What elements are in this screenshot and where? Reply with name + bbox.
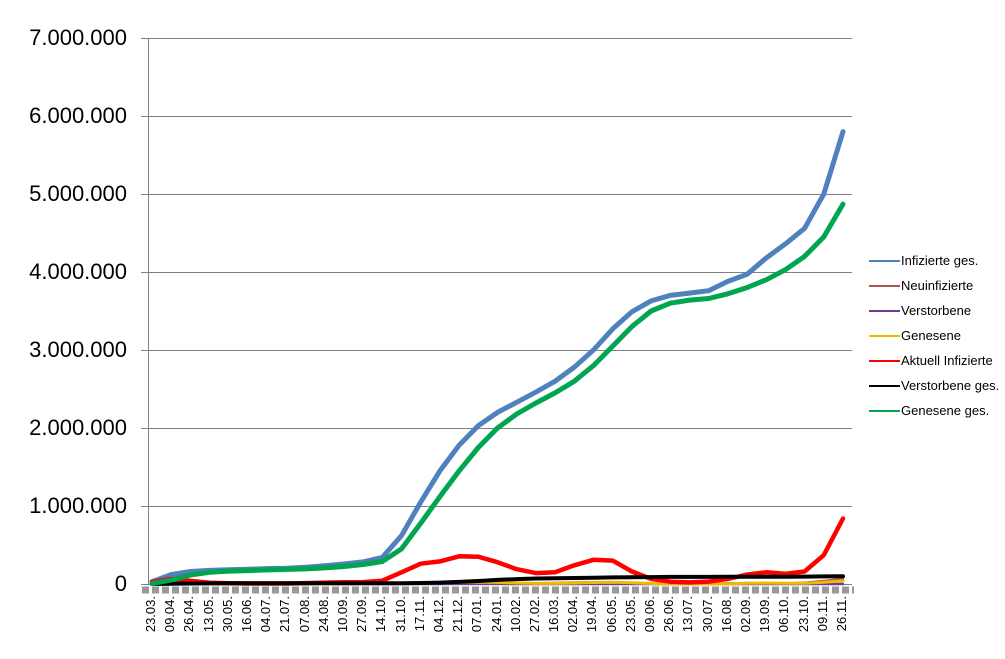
x-axis-label: 16.08. [718, 596, 734, 633]
x-axis-label: 02.09. [738, 596, 754, 633]
legend-item: Verstorbene ges. [869, 373, 999, 398]
x-axis-label: 23.03. [143, 596, 158, 633]
y-axis-label: 3.000.000 [29, 337, 127, 362]
x-axis-label: 26.11. [834, 596, 849, 632]
x-axis-label: 16.06. [238, 596, 254, 633]
legend-item: Genesene [869, 323, 999, 348]
y-axis-label: 1.000.000 [29, 493, 127, 518]
x-axis-label: 24.08. [315, 596, 331, 633]
x-axis-label: 06.05. [603, 596, 619, 633]
x-axis-label: 19.04. [584, 596, 600, 633]
legend-line-swatch [869, 284, 900, 287]
legend-label: Genesene [901, 328, 961, 343]
x-axis-label: 02.04. [565, 596, 581, 633]
legend-line-swatch [869, 409, 900, 412]
y-axis-label: 0 [114, 571, 127, 596]
x-axis-label: 19.09. [757, 596, 773, 633]
x-axis-label: 26.04. [181, 596, 197, 633]
legend-label: Genesene ges. [901, 403, 990, 418]
legend-line-swatch [869, 309, 900, 312]
x-axis-label: 13.05. [200, 596, 216, 633]
x-axis-label: 26.06. [661, 596, 677, 633]
series-line-0 [149, 129, 846, 585]
legend-label: Infizierte ges. [901, 253, 979, 268]
legend-item: Infizierte ges. [869, 248, 999, 273]
x-axis-label: 27.02. [526, 596, 542, 633]
legend-label: Neuinfizierte [901, 278, 974, 293]
legend-item: Genesene ges. [869, 398, 999, 423]
x-axis-label: 23.05. [622, 596, 638, 633]
x-axis-label: 13.07. [680, 596, 696, 633]
legend-item: Aktuell Infizierte [869, 348, 999, 373]
y-axis-label: 5.000.000 [29, 181, 127, 206]
x-axis-label: 09.11. [814, 596, 830, 632]
legend-label: Verstorbene ges. [901, 378, 1000, 393]
x-axis-label: 09.04. [162, 596, 178, 633]
legend-label: Verstorbene [901, 303, 972, 318]
x-axis-label: 16.03. [546, 596, 562, 633]
x-axis-label: 30.07. [699, 596, 715, 633]
legend-line-swatch [869, 334, 900, 337]
legend-line-swatch [869, 259, 900, 262]
x-axis-label: 17.11. [411, 596, 427, 632]
x-axis-label: 07.01. [469, 596, 485, 633]
x-axis-label: 23.10. [795, 596, 811, 633]
x-axis-label: 07.08. [296, 596, 312, 633]
x-axis-label: 14.10. [373, 596, 389, 633]
y-axis-label: 7.000.000 [29, 25, 127, 50]
x-axis-label: 27.09. [354, 596, 370, 633]
legend-item: Verstorbene [869, 298, 999, 323]
x-axis-label: 24.01. [488, 596, 504, 633]
x-axis-label: 10.02. [507, 596, 523, 633]
y-axis-label: 6.000.000 [29, 103, 127, 128]
x-axis-label: 09.06. [642, 596, 658, 633]
legend-label: Aktuell Infizierte [901, 353, 993, 368]
y-axis-label: 4.000.000 [29, 259, 127, 284]
x-axis-label: 30.05. [219, 596, 235, 633]
x-axis-label: 10.09. [334, 596, 350, 633]
legend: Infizierte ges. Neuinfizierte Verstorbene G… [869, 248, 999, 423]
series-line-6 [149, 201, 846, 587]
x-axis-label: 06.10. [776, 596, 792, 633]
y-axis-label: 2.000.000 [29, 415, 127, 440]
series-line-4 [149, 516, 846, 586]
x-axis-label: 21.07. [277, 596, 293, 633]
legend-line-swatch [869, 384, 900, 387]
x-axis-label: 31.10. [392, 596, 408, 633]
legend-line-swatch [869, 359, 900, 362]
x-axis-label: 04.12. [430, 596, 446, 633]
x-axis-label: 04.07. [258, 596, 274, 633]
legend-item: Neuinfizierte [869, 273, 999, 298]
x-axis-label: 21.12. [450, 596, 466, 633]
series-line-5 [150, 574, 845, 586]
